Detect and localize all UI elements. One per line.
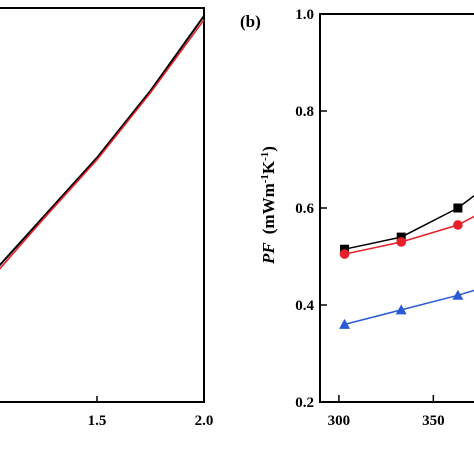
panel-b-y-tick-label: 1.0 — [295, 7, 314, 23]
panel-b-x-tick-label: 300 — [328, 413, 351, 429]
panel-b-series — [339, 194, 474, 329]
panel-b-point-triangle — [395, 304, 407, 315]
panel-b-point-triangle — [339, 318, 351, 329]
panel-a-x-tick-label: 1.5 — [88, 413, 107, 429]
unit-close: ) — [259, 146, 278, 152]
panel-b-point-circle — [396, 237, 407, 247]
panel-b-label: (b) — [240, 12, 261, 31]
panel-b-series-line — [344, 289, 474, 326]
unit-exp-2: -1 — [259, 152, 271, 161]
panel-b-ylabel-unit: (mWm-1K-1) — [259, 146, 278, 234]
panel-b-point-triangle — [452, 289, 464, 300]
panel-b-ylabel: PF — [259, 242, 278, 265]
panel-a-series-line — [0, 19, 205, 270]
panel-a-series-line — [0, 15, 205, 267]
panel-a-ticks: 1.5 2.0 — [88, 396, 214, 429]
panel-b-point-square — [453, 203, 463, 213]
panel-b-frame — [319, 13, 474, 403]
panel-b-y-tick-label: 0.2 — [295, 395, 314, 411]
panel-b-y-tick-label: 0.8 — [295, 104, 314, 120]
panel-a-frame — [0, 7, 205, 403]
panel-a-x-tick-label: 2.0 — [195, 413, 214, 429]
panel-b-y-tick-label: 0.4 — [295, 298, 314, 314]
panel-b-y-tick-label: 0.6 — [295, 201, 314, 217]
panel-b-series-line — [344, 215, 474, 255]
panel-b-y-axis-title: PF (mWm-1K-1) — [259, 146, 278, 265]
panel-b-point-square — [340, 244, 350, 254]
unit-k: K — [259, 160, 278, 174]
panel-a-series — [0, 15, 205, 270]
panel-b-point-circle — [453, 220, 463, 230]
panel-a: 1.5 2.0 — [0, 7, 214, 429]
panel-b-ticks: 0.2 0.4 0.6 0.8 1.0 300 350 — [295, 7, 444, 429]
panel-b-x-tick-label: 350 — [422, 413, 445, 429]
panel-b-point-circle — [339, 249, 350, 259]
panel-b-point-square — [396, 232, 406, 242]
panel-b: (b) PF (mWm-1K-1) 0.2 0.4 0.6 0.8 1.0 300 350 — [240, 7, 474, 429]
unit-exp-1: -1 — [259, 174, 271, 183]
